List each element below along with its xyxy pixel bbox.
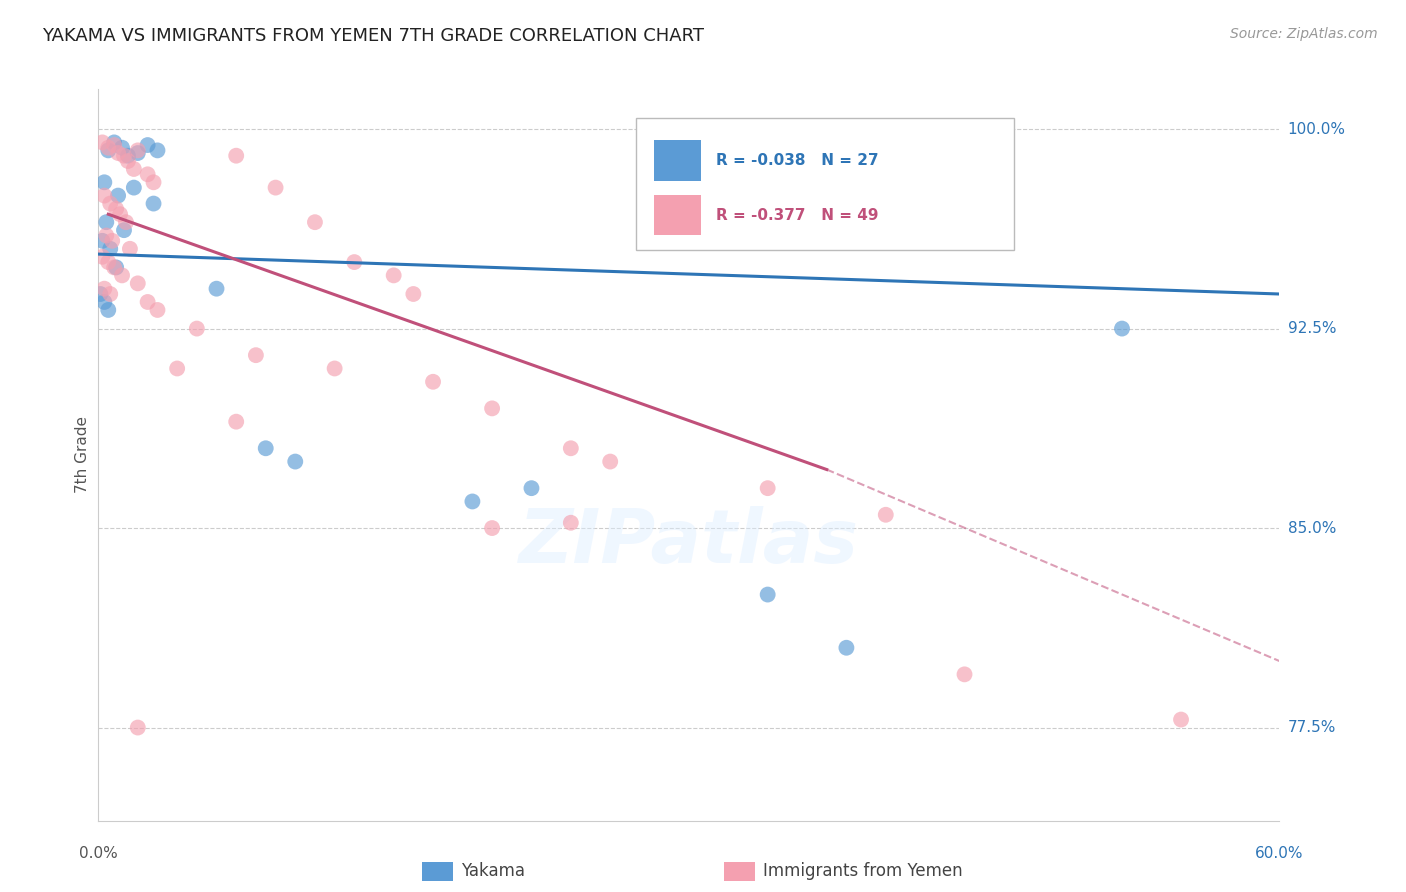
Point bbox=[108, 207, 131, 221]
Point bbox=[254, 442, 277, 456]
Point bbox=[402, 287, 425, 301]
Point bbox=[103, 136, 125, 150]
Point bbox=[520, 481, 543, 495]
Point bbox=[756, 481, 779, 495]
Point bbox=[1111, 321, 1133, 335]
Point bbox=[323, 361, 346, 376]
Point bbox=[136, 138, 159, 153]
Text: 92.5%: 92.5% bbox=[1288, 321, 1336, 336]
Point bbox=[835, 640, 858, 655]
Point bbox=[756, 588, 779, 602]
Point bbox=[107, 188, 129, 202]
Point bbox=[136, 167, 159, 181]
Y-axis label: 7th Grade: 7th Grade bbox=[75, 417, 90, 493]
Text: 85.0%: 85.0% bbox=[1288, 521, 1336, 535]
Point bbox=[112, 223, 135, 237]
Point bbox=[560, 516, 582, 530]
Text: Source: ZipAtlas.com: Source: ZipAtlas.com bbox=[1230, 27, 1378, 41]
Text: R = -0.038   N = 27: R = -0.038 N = 27 bbox=[716, 153, 879, 169]
Point bbox=[107, 146, 129, 161]
Point bbox=[98, 287, 121, 301]
Point bbox=[481, 521, 503, 535]
Point bbox=[97, 302, 120, 317]
Text: Yakama: Yakama bbox=[461, 863, 526, 880]
Point bbox=[264, 180, 287, 194]
Point bbox=[112, 149, 135, 163]
Point bbox=[96, 228, 118, 243]
Point bbox=[343, 255, 366, 269]
Point bbox=[127, 721, 149, 735]
Point bbox=[146, 144, 169, 158]
Point bbox=[245, 348, 267, 362]
Point bbox=[98, 196, 121, 211]
Point bbox=[284, 454, 307, 468]
Point bbox=[136, 295, 159, 310]
Text: ZIPatlas: ZIPatlas bbox=[519, 506, 859, 579]
Text: 60.0%: 60.0% bbox=[1256, 846, 1303, 861]
Text: 77.5%: 77.5% bbox=[1288, 720, 1336, 735]
Text: 100.0%: 100.0% bbox=[1288, 121, 1346, 136]
Point bbox=[122, 161, 145, 176]
Point bbox=[103, 260, 125, 275]
Point bbox=[225, 149, 247, 163]
Text: 0.0%: 0.0% bbox=[79, 846, 118, 861]
FancyBboxPatch shape bbox=[654, 140, 700, 180]
Point bbox=[304, 215, 326, 229]
Point bbox=[142, 196, 165, 211]
Point bbox=[96, 215, 118, 229]
Point bbox=[382, 268, 405, 283]
Point bbox=[111, 141, 134, 155]
Point bbox=[186, 321, 208, 335]
FancyBboxPatch shape bbox=[654, 195, 700, 235]
Point bbox=[91, 234, 114, 248]
Point bbox=[93, 188, 115, 202]
Point bbox=[115, 215, 138, 229]
Point bbox=[127, 146, 149, 161]
Point bbox=[166, 361, 188, 376]
Text: Immigrants from Yemen: Immigrants from Yemen bbox=[763, 863, 963, 880]
Point bbox=[146, 302, 169, 317]
Text: R = -0.377   N = 49: R = -0.377 N = 49 bbox=[716, 208, 879, 223]
Point bbox=[105, 202, 128, 216]
Text: YAKAMA VS IMMIGRANTS FROM YEMEN 7TH GRADE CORRELATION CHART: YAKAMA VS IMMIGRANTS FROM YEMEN 7TH GRAD… bbox=[42, 27, 704, 45]
Point bbox=[101, 234, 124, 248]
Point bbox=[89, 287, 111, 301]
Point bbox=[461, 494, 484, 508]
Point bbox=[1170, 713, 1192, 727]
Point bbox=[122, 180, 145, 194]
Point bbox=[117, 149, 139, 163]
Point bbox=[93, 175, 115, 189]
Point bbox=[422, 375, 444, 389]
Point bbox=[105, 260, 128, 275]
Point bbox=[91, 136, 114, 150]
FancyBboxPatch shape bbox=[636, 119, 1014, 250]
Point bbox=[205, 282, 228, 296]
Point bbox=[225, 415, 247, 429]
Point bbox=[91, 250, 114, 264]
Point bbox=[481, 401, 503, 416]
Point bbox=[117, 154, 139, 169]
Point bbox=[97, 141, 120, 155]
Point bbox=[127, 144, 149, 158]
Point bbox=[127, 277, 149, 291]
Point bbox=[560, 442, 582, 456]
Point bbox=[953, 667, 976, 681]
Point bbox=[118, 242, 141, 256]
Point bbox=[875, 508, 897, 522]
Point bbox=[97, 255, 120, 269]
Point bbox=[97, 144, 120, 158]
Point bbox=[103, 138, 125, 153]
Point bbox=[93, 282, 115, 296]
Point bbox=[93, 295, 115, 310]
Point bbox=[98, 242, 121, 256]
Point bbox=[142, 175, 165, 189]
Point bbox=[599, 454, 621, 468]
Point bbox=[111, 268, 134, 283]
